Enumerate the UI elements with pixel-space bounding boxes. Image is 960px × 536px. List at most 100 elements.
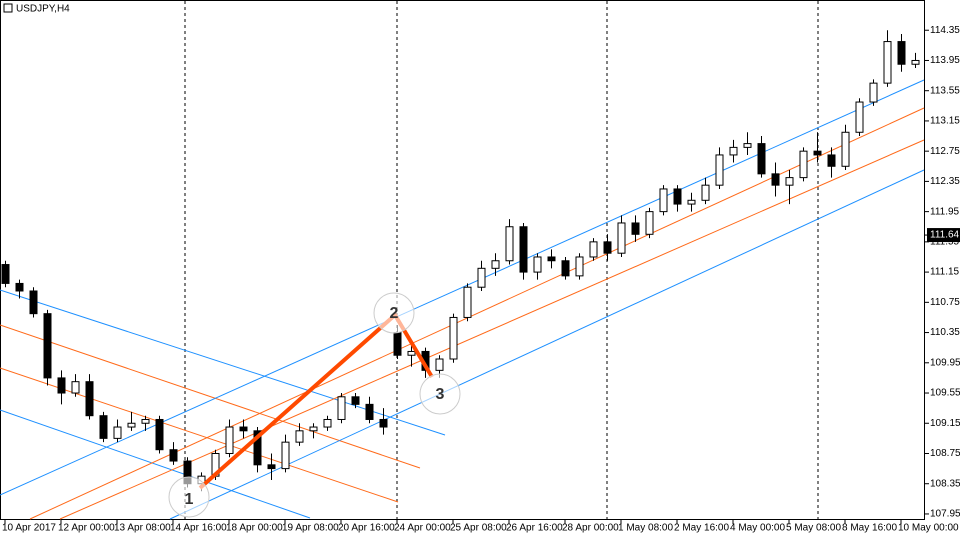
candle-body [57, 377, 66, 394]
candle-body [785, 177, 794, 186]
candle-body [43, 313, 52, 379]
y-tick-label: 107.95 [930, 509, 960, 520]
candle-body [253, 430, 262, 466]
y-tick-label: 110.35 [930, 327, 960, 338]
candle-body [715, 154, 724, 186]
price-label-bg [927, 228, 960, 243]
candle-body [841, 131, 850, 167]
candle-body [71, 381, 80, 394]
pivot-label: 1 [185, 491, 194, 508]
channel-line [0, 79, 925, 496]
chart-title: USDJPY,H4 [16, 4, 70, 15]
candle-body [701, 184, 710, 201]
candle-body [673, 188, 682, 205]
candle-body [869, 82, 878, 103]
x-tick-label: 4 May 00:00 [730, 523, 785, 534]
candle-body [659, 188, 668, 213]
candle-body [113, 426, 122, 439]
y-tick-label: 112.75 [930, 146, 960, 157]
y-tick-label: 110.75 [930, 297, 960, 308]
candle-body [141, 418, 150, 424]
candle-body [239, 426, 248, 432]
x-tick-label: 2 May 16:00 [674, 523, 729, 534]
pivot-markers: 1 2 3 [168, 292, 461, 518]
x-tick-label: 13 Apr 08:00 [114, 523, 171, 534]
symbol-icon [3, 3, 13, 13]
candle-body [449, 316, 458, 360]
candle-body [547, 256, 556, 262]
x-tick-label: 18 Apr 00:00 [226, 523, 283, 534]
candle-body [281, 441, 290, 470]
candle-body [407, 350, 416, 356]
y-tick-label: 112.35 [930, 176, 960, 187]
x-tick-label: 24 Apr 00:00 [394, 523, 451, 534]
channel-line [0, 367, 399, 503]
candle-body [99, 415, 108, 439]
candle-body [729, 146, 738, 156]
x-tick-label: 10 Apr 2017 [2, 523, 56, 534]
x-tick-label: 14 Apr 16:00 [170, 523, 227, 534]
x-tick-label: 1 May 08:00 [618, 523, 673, 534]
x-tick-label: 12 Apr 00:00 [58, 523, 115, 534]
candle-body [813, 150, 822, 156]
candle-body [757, 143, 766, 175]
candle-body [351, 396, 360, 405]
candle-body [589, 241, 598, 258]
candle-body [337, 396, 346, 420]
candle-body [561, 260, 570, 277]
x-tick-label: 8 May 16:00 [842, 523, 897, 534]
channel-line [59, 139, 925, 520]
candle-body [477, 267, 486, 288]
y-tick-label: 111.95 [930, 206, 960, 217]
y-tick-label: 113.95 [930, 55, 960, 66]
pivot-circle [168, 476, 210, 518]
y-tick-label: 113.15 [930, 116, 960, 127]
candle-body [225, 426, 234, 454]
y-tick-label: 113.55 [930, 85, 960, 96]
x-tick-label: 25 Apr 08:00 [450, 523, 507, 534]
current-price-label: 111.64 [930, 230, 960, 241]
candle-body [533, 256, 542, 273]
candle-body [393, 332, 402, 356]
candle-body [519, 226, 528, 273]
pivot-circle [373, 292, 415, 334]
pivot-label: 3 [436, 386, 445, 403]
x-tick-label: 10 May 00:00 [898, 523, 959, 534]
candle-body [603, 241, 612, 254]
candle-body [29, 290, 38, 315]
candle-body [295, 430, 304, 443]
candle-body [799, 150, 808, 179]
candles [1, 30, 920, 492]
candle-body [267, 464, 276, 470]
candle-body [827, 154, 836, 167]
candle-body [379, 418, 388, 428]
y-tick-label: 108.75 [930, 448, 960, 459]
candle-body [687, 199, 696, 205]
y-tick-label: 109.55 [930, 388, 960, 399]
candle-body [883, 41, 892, 84]
candle-body [169, 449, 178, 462]
candle-body [1, 264, 10, 284]
x-tick-label: 19 Apr 08:00 [282, 523, 339, 534]
candle-body [911, 59, 920, 65]
candle-body [155, 418, 164, 451]
candle-body [491, 260, 500, 269]
candle-body [897, 41, 906, 65]
candle-body [631, 222, 640, 235]
channel-line [0, 324, 421, 469]
candle-body [127, 422, 136, 428]
x-tick-label: 28 Apr 00:00 [562, 523, 619, 534]
candle-body [435, 358, 444, 371]
y-tick-label: 111.15 [930, 267, 960, 278]
x-tick-label: 26 Apr 16:00 [506, 523, 563, 534]
candle-body [771, 173, 780, 186]
candle-body [365, 403, 374, 420]
candle-body [645, 211, 654, 235]
candle-body [85, 381, 94, 417]
x-tick-label: 20 Apr 16:00 [338, 523, 395, 534]
candle-body [505, 226, 514, 262]
candle-body [855, 101, 864, 133]
candle-body [463, 286, 472, 318]
y-tick-label: 114.35 [930, 25, 960, 36]
pivot-circle [419, 373, 461, 415]
